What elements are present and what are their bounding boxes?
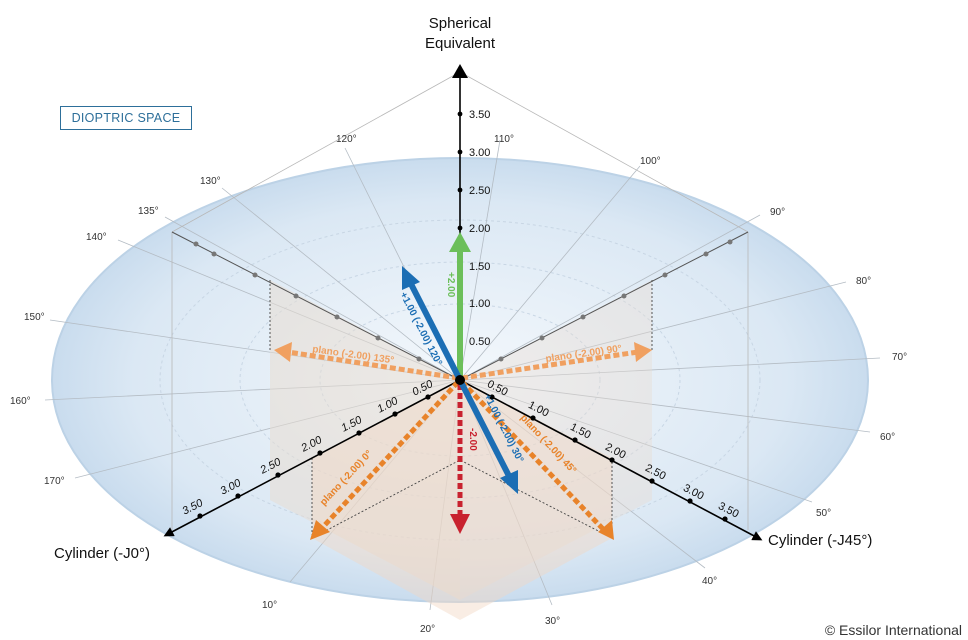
degree-label: 135° <box>138 206 159 217</box>
vertical-tick: 1.00 <box>469 298 490 310</box>
degree-labels: 10° 20° 30° 40° 50° 60° 70° 80° 90° 100°… <box>10 134 907 635</box>
plano-vectors <box>287 349 639 532</box>
degree-label: 170° <box>44 476 65 487</box>
vertical-axis-title-line1: Spherical <box>429 15 492 32</box>
vertical-axis-title-line2: Equivalent <box>425 35 496 52</box>
vertical-tick: 1.50 <box>469 261 490 273</box>
vertical-tick: 3.50 <box>469 109 490 121</box>
degree-label: 110° <box>494 134 514 145</box>
cylinder-plane-right <box>460 280 652 600</box>
dioptric-space-badge: DIOPTRIC SPACE <box>60 106 192 130</box>
spherical-axis-arrowhead <box>452 64 468 78</box>
origin-point <box>455 375 465 385</box>
plano-0-arrow <box>320 380 460 530</box>
cylinder-j45-axis <box>459 379 763 541</box>
sph-plus-label: +2.00 <box>445 272 456 298</box>
back-axes <box>171 231 749 381</box>
plano-135-arrow <box>287 349 459 381</box>
degree-label: 120° <box>336 134 357 145</box>
degree-label: 100° <box>640 156 661 167</box>
plano-90-arrow <box>461 349 639 381</box>
oblique-120-arrowhead <box>402 266 420 290</box>
copyright-credit: © Essilor International <box>824 622 962 638</box>
oblique-30-arrow <box>457 378 513 480</box>
oblique-120-arrow <box>407 280 463 382</box>
degree-label: 140° <box>86 232 107 243</box>
degree-label: 40° <box>702 576 717 587</box>
back-axis-dots <box>193 239 733 362</box>
disc-ring <box>319 303 601 457</box>
cylinder-plane-left <box>270 280 460 600</box>
plane-edges <box>269 280 653 539</box>
vertical-tick: 2.50 <box>469 185 490 197</box>
degree-label: 20° <box>420 624 435 635</box>
vector-arrowheads <box>274 342 652 540</box>
sph-minus-label: -2.00 <box>467 428 478 451</box>
cylinder-j0-axis <box>163 379 461 537</box>
disc-ring <box>159 219 761 541</box>
cylinder-plane-front <box>312 380 612 620</box>
vertical-tick: 0.50 <box>469 336 490 348</box>
front-axis-dots <box>197 394 728 522</box>
vertical-tick-labels: 0.50 1.00 1.50 2.00 2.50 3.00 3.50 <box>469 109 490 348</box>
vertical-tick: 3.00 <box>469 147 490 159</box>
degree-label: 90° <box>770 207 785 218</box>
degree-label: 130° <box>200 176 221 187</box>
cylinder-j45-title: Cylinder (-J45°) <box>768 532 872 549</box>
degree-label: 150° <box>24 312 45 323</box>
sph-plus-arrowhead <box>449 232 471 252</box>
degree-label: 50° <box>816 508 831 519</box>
degree-label: 30° <box>545 616 560 627</box>
pyramid-outline <box>171 71 749 530</box>
degree-label: 160° <box>10 396 31 407</box>
plano-45-arrow <box>460 380 606 532</box>
degree-label: 80° <box>856 276 871 287</box>
oblique-30-arrowhead <box>500 470 518 494</box>
cylinder-j0-title: Cylinder (-J0°) <box>54 545 150 562</box>
degree-label: 70° <box>892 352 907 363</box>
vertical-tick: 2.00 <box>469 223 490 235</box>
degree-label: 60° <box>880 432 895 443</box>
degree-label: 10° <box>262 600 277 611</box>
